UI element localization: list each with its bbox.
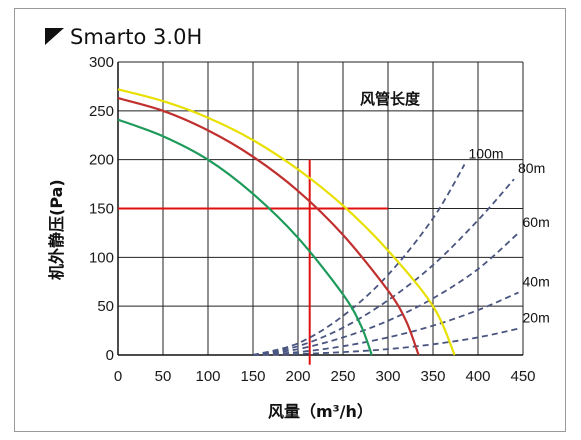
legend-title: 风管长度 (360, 90, 421, 108)
duct-curve-label: 80m (518, 160, 545, 176)
duct-curve-80m (252, 178, 515, 356)
duct-curve-label: 60m (523, 214, 550, 230)
x-axis-label: 风量（m³/h） (268, 402, 373, 421)
x-tick-label: 100 (195, 368, 220, 385)
duct-curve-label: 40m (523, 273, 550, 289)
duct-curve-label: 100m (469, 146, 504, 162)
fan-curve-3 (117, 118, 373, 356)
x-tick-label: 350 (420, 368, 445, 385)
y-tick-label: 250 (89, 103, 114, 120)
y-tick-label: 150 (89, 201, 114, 218)
y-tick-label: 200 (89, 152, 114, 169)
fan-curve-1 (117, 88, 456, 356)
x-tick-label: 150 (240, 368, 265, 385)
y-tick-label: 0 (106, 347, 114, 364)
chart-title: Smarto 3.0H (70, 25, 202, 49)
x-tick-label: 300 (375, 368, 400, 385)
y-tick-label: 300 (89, 54, 114, 71)
fan-curve-2 (117, 97, 420, 356)
x-tick-label: 250 (330, 368, 355, 385)
duct-curve-label: 20m (523, 310, 550, 326)
y-tick-label: 100 (89, 249, 114, 266)
y-axis-label: 机外静压(Pa) (47, 179, 66, 280)
x-tick-label: 0 (114, 368, 122, 385)
x-tick-label: 50 (155, 368, 172, 385)
tick-labels: 0 50 100 150 200 250 300 350 400 450 0 50 100 150 200 2… (89, 54, 536, 385)
duct-curves (252, 164, 520, 356)
duct-curve-40m (252, 291, 519, 356)
x-tick-label: 200 (285, 368, 310, 385)
x-tick-label: 450 (510, 368, 535, 385)
curve-labels: 100m 80m 60m 40m 20m (469, 146, 550, 326)
title-marker-icon (45, 28, 64, 45)
y-tick-label: 50 (97, 298, 114, 315)
duct-curve-60m (252, 232, 520, 356)
duct-curve-100m (252, 164, 466, 356)
x-tick-label: 400 (465, 368, 490, 385)
duct-curve-20m (252, 327, 519, 356)
chart-frame (14, 8, 566, 432)
reference-lines (118, 159, 388, 365)
fan-curves (117, 88, 456, 356)
